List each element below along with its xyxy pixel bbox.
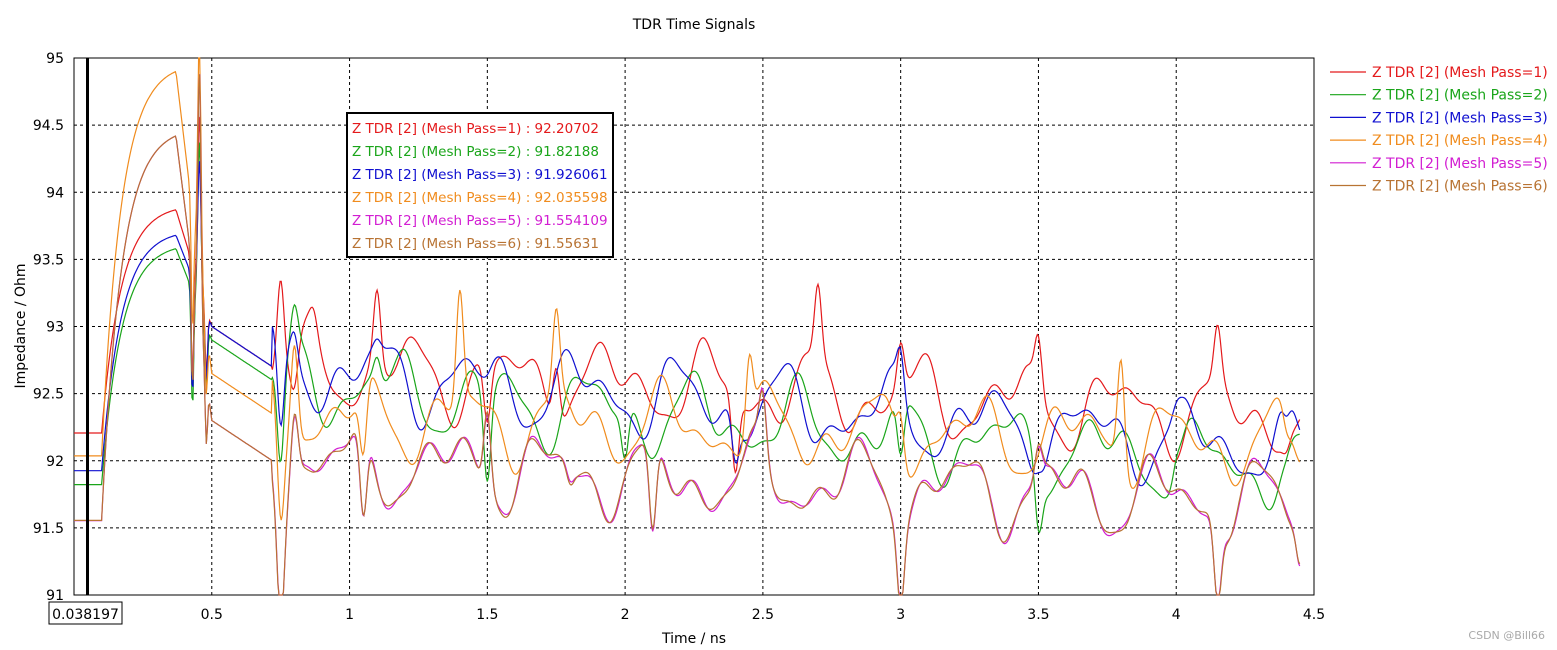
legend-entry-2[interactable]: Z TDR [2] (Mesh Pass=2) [1372, 88, 1548, 104]
series-line-5 [74, 74, 1301, 596]
series-line-1 [74, 116, 1301, 475]
y-tick-label: 91.5 [33, 521, 64, 537]
series-line-4 [74, 57, 1301, 521]
grid [74, 58, 1314, 595]
chart-title: TDR Time Signals [632, 17, 756, 33]
cursor-value: 0.038197 [52, 607, 119, 623]
x-tick-labels: 0.5 1 1.5 2 2.5 3 3.5 4 4.5 [201, 607, 1325, 623]
x-tick-label: 3.5 [1027, 607, 1049, 623]
y-tick-label: 92 [46, 454, 64, 470]
y-tick-label: 94 [46, 185, 64, 201]
y-tick-label: 91 [46, 588, 64, 604]
x-tick-label: 3 [896, 607, 905, 623]
x-tick-label: 4.5 [1303, 607, 1325, 623]
watermark: CSDN @Bill66 [1468, 629, 1545, 642]
y-tick-label: 92.5 [33, 387, 64, 403]
legend-entry-4[interactable]: Z TDR [2] (Mesh Pass=4) [1372, 133, 1548, 149]
x-tick-label: 1 [345, 607, 354, 623]
y-axis-label: Impedance / Ohm [13, 263, 29, 388]
legend-entry-3[interactable]: Z TDR [2] (Mesh Pass=3) [1372, 110, 1548, 126]
y-tick-label: 93 [46, 320, 64, 336]
cursor-value-box[interactable] [48, 601, 123, 625]
series-line-6 [74, 74, 1301, 596]
y-tick-label: 93.5 [33, 252, 64, 268]
readout-box[interactable] [346, 112, 614, 258]
readout-line-5: Z TDR [2] (Mesh Pass=5) : 91.554109 [352, 213, 608, 229]
readout-line-2: Z TDR [2] (Mesh Pass=2) : 91.82188 [352, 144, 599, 160]
x-axis-label: Time / ns [661, 631, 726, 647]
legend: Z TDR [2] (Mesh Pass=1) Z TDR [2] (Mesh P… [1330, 65, 1548, 195]
series-line-2 [74, 142, 1300, 534]
y-tick-label: 95 [46, 51, 64, 67]
y-tick-labels: 91 91.5 92 92.5 93 93.5 94 94.5 95 [33, 51, 64, 604]
series-line-3 [74, 161, 1301, 487]
readout-lines: Z TDR [2] (Mesh Pass=1) : 92.20702 Z TDR … [352, 121, 608, 252]
x-tick-label: 2 [621, 607, 630, 623]
x-tick-label: 2.5 [752, 607, 774, 623]
x-tick-label: 0.5 [201, 607, 223, 623]
readout-line-3: Z TDR [2] (Mesh Pass=3) : 91.926061 [352, 167, 608, 183]
readout-line-6: Z TDR [2] (Mesh Pass=6) : 91.55631 [352, 236, 599, 252]
readout-line-1: Z TDR [2] (Mesh Pass=1) : 92.20702 [352, 121, 599, 137]
readout-line-4: Z TDR [2] (Mesh Pass=4) : 92.035598 [352, 190, 608, 206]
legend-entry-1[interactable]: Z TDR [2] (Mesh Pass=1) [1372, 65, 1548, 81]
series-lines [74, 57, 1301, 596]
x-tick-label: 4 [1172, 607, 1181, 623]
plot-area [73, 57, 1315, 596]
legend-entry-5[interactable]: Z TDR [2] (Mesh Pass=5) [1372, 156, 1548, 172]
y-tick-label: 94.5 [33, 118, 64, 134]
legend-entry-6[interactable]: Z TDR [2] (Mesh Pass=6) [1372, 179, 1548, 195]
x-tick-label: 1.5 [476, 607, 498, 623]
